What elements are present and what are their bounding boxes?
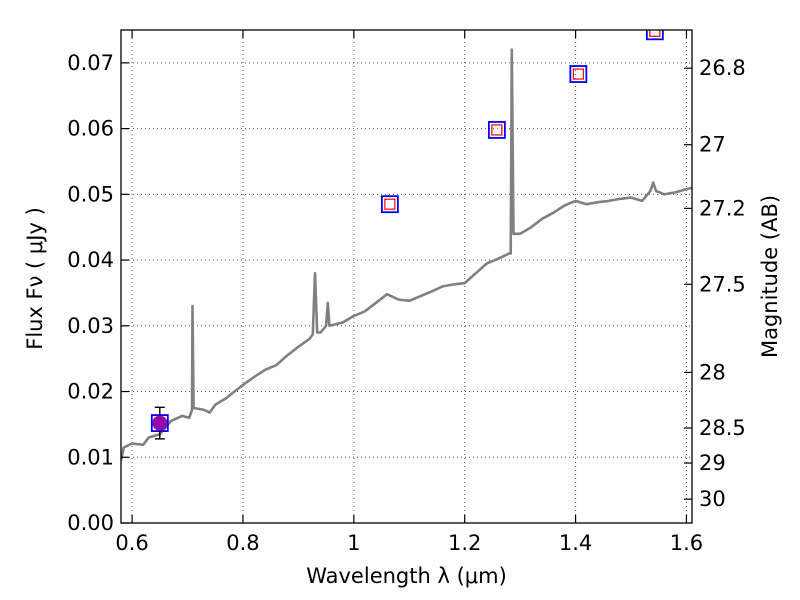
model-point-inner-box	[491, 124, 503, 136]
y-tick-label: 0.04	[67, 248, 114, 272]
model-point	[380, 195, 399, 214]
plot-frame	[120, 29, 693, 524]
x-tick-label: 1.2	[448, 531, 481, 555]
spectrum-series	[121, 48, 692, 461]
x-tick-label: 1.6	[670, 531, 703, 555]
model-point-inner-box	[384, 198, 396, 210]
grid-lines	[121, 30, 692, 523]
magnitude-tick-label: 27.5	[699, 272, 746, 296]
model-point-outer-box	[380, 195, 399, 214]
y-tick-label: 0.01	[67, 445, 114, 469]
y-tick-label: 0.02	[67, 380, 114, 404]
observed-photometry-series	[152, 406, 168, 440]
y-tick-label: 0.06	[67, 117, 114, 141]
y-axis-label: Flux Fν ( μJy )	[23, 207, 47, 350]
model-point	[569, 65, 588, 83]
y-axis-ticks: 0.00 0.01 0.02 0.03 0.04 0.05 0.06 0.07	[67, 51, 129, 535]
x-tick-label: 1.4	[559, 531, 592, 555]
magnitude-axis-ticks: 26.8 27 27.2 27.5 28 28.5 29 30	[684, 56, 746, 511]
observed-point	[152, 415, 168, 431]
magnitude-axis-label: Magnitude (AB)	[758, 195, 782, 358]
model-point-outer-box	[645, 30, 664, 41]
y-tick-label: 0.05	[67, 182, 114, 206]
y-tick-label: 0.07	[67, 51, 114, 75]
magnitude-tick-label: 30	[699, 487, 726, 511]
x-axis-label: Wavelength λ (μm)	[306, 564, 507, 588]
magnitude-tick-label: 27.2	[699, 196, 746, 220]
x-tick-label: 1	[347, 531, 360, 555]
x-axis-ticks: 0.6 0.8 1 1.2 1.4 1.6	[115, 30, 703, 555]
magnitude-tick-label: 28.5	[699, 416, 746, 440]
model-point-outer-box	[569, 65, 588, 83]
magnitude-tick-label: 29	[699, 451, 726, 475]
model-point	[645, 30, 664, 41]
model-point-inner-box	[649, 30, 661, 37]
x-tick-label: 0.6	[115, 531, 148, 555]
spectrum-line	[121, 48, 692, 461]
x-tick-label: 0.8	[226, 531, 259, 555]
y-tick-label: 0.00	[67, 511, 114, 535]
magnitude-tick-label: 27	[699, 133, 726, 157]
model-photometry-series	[150, 30, 664, 432]
model-point-outer-box	[487, 121, 506, 139]
model-point-inner-box	[572, 68, 584, 80]
y-tick-label: 0.03	[67, 314, 114, 338]
magnitude-tick-label: 28	[699, 360, 726, 384]
model-point	[487, 121, 506, 139]
magnitude-tick-label: 26.8	[699, 56, 746, 80]
